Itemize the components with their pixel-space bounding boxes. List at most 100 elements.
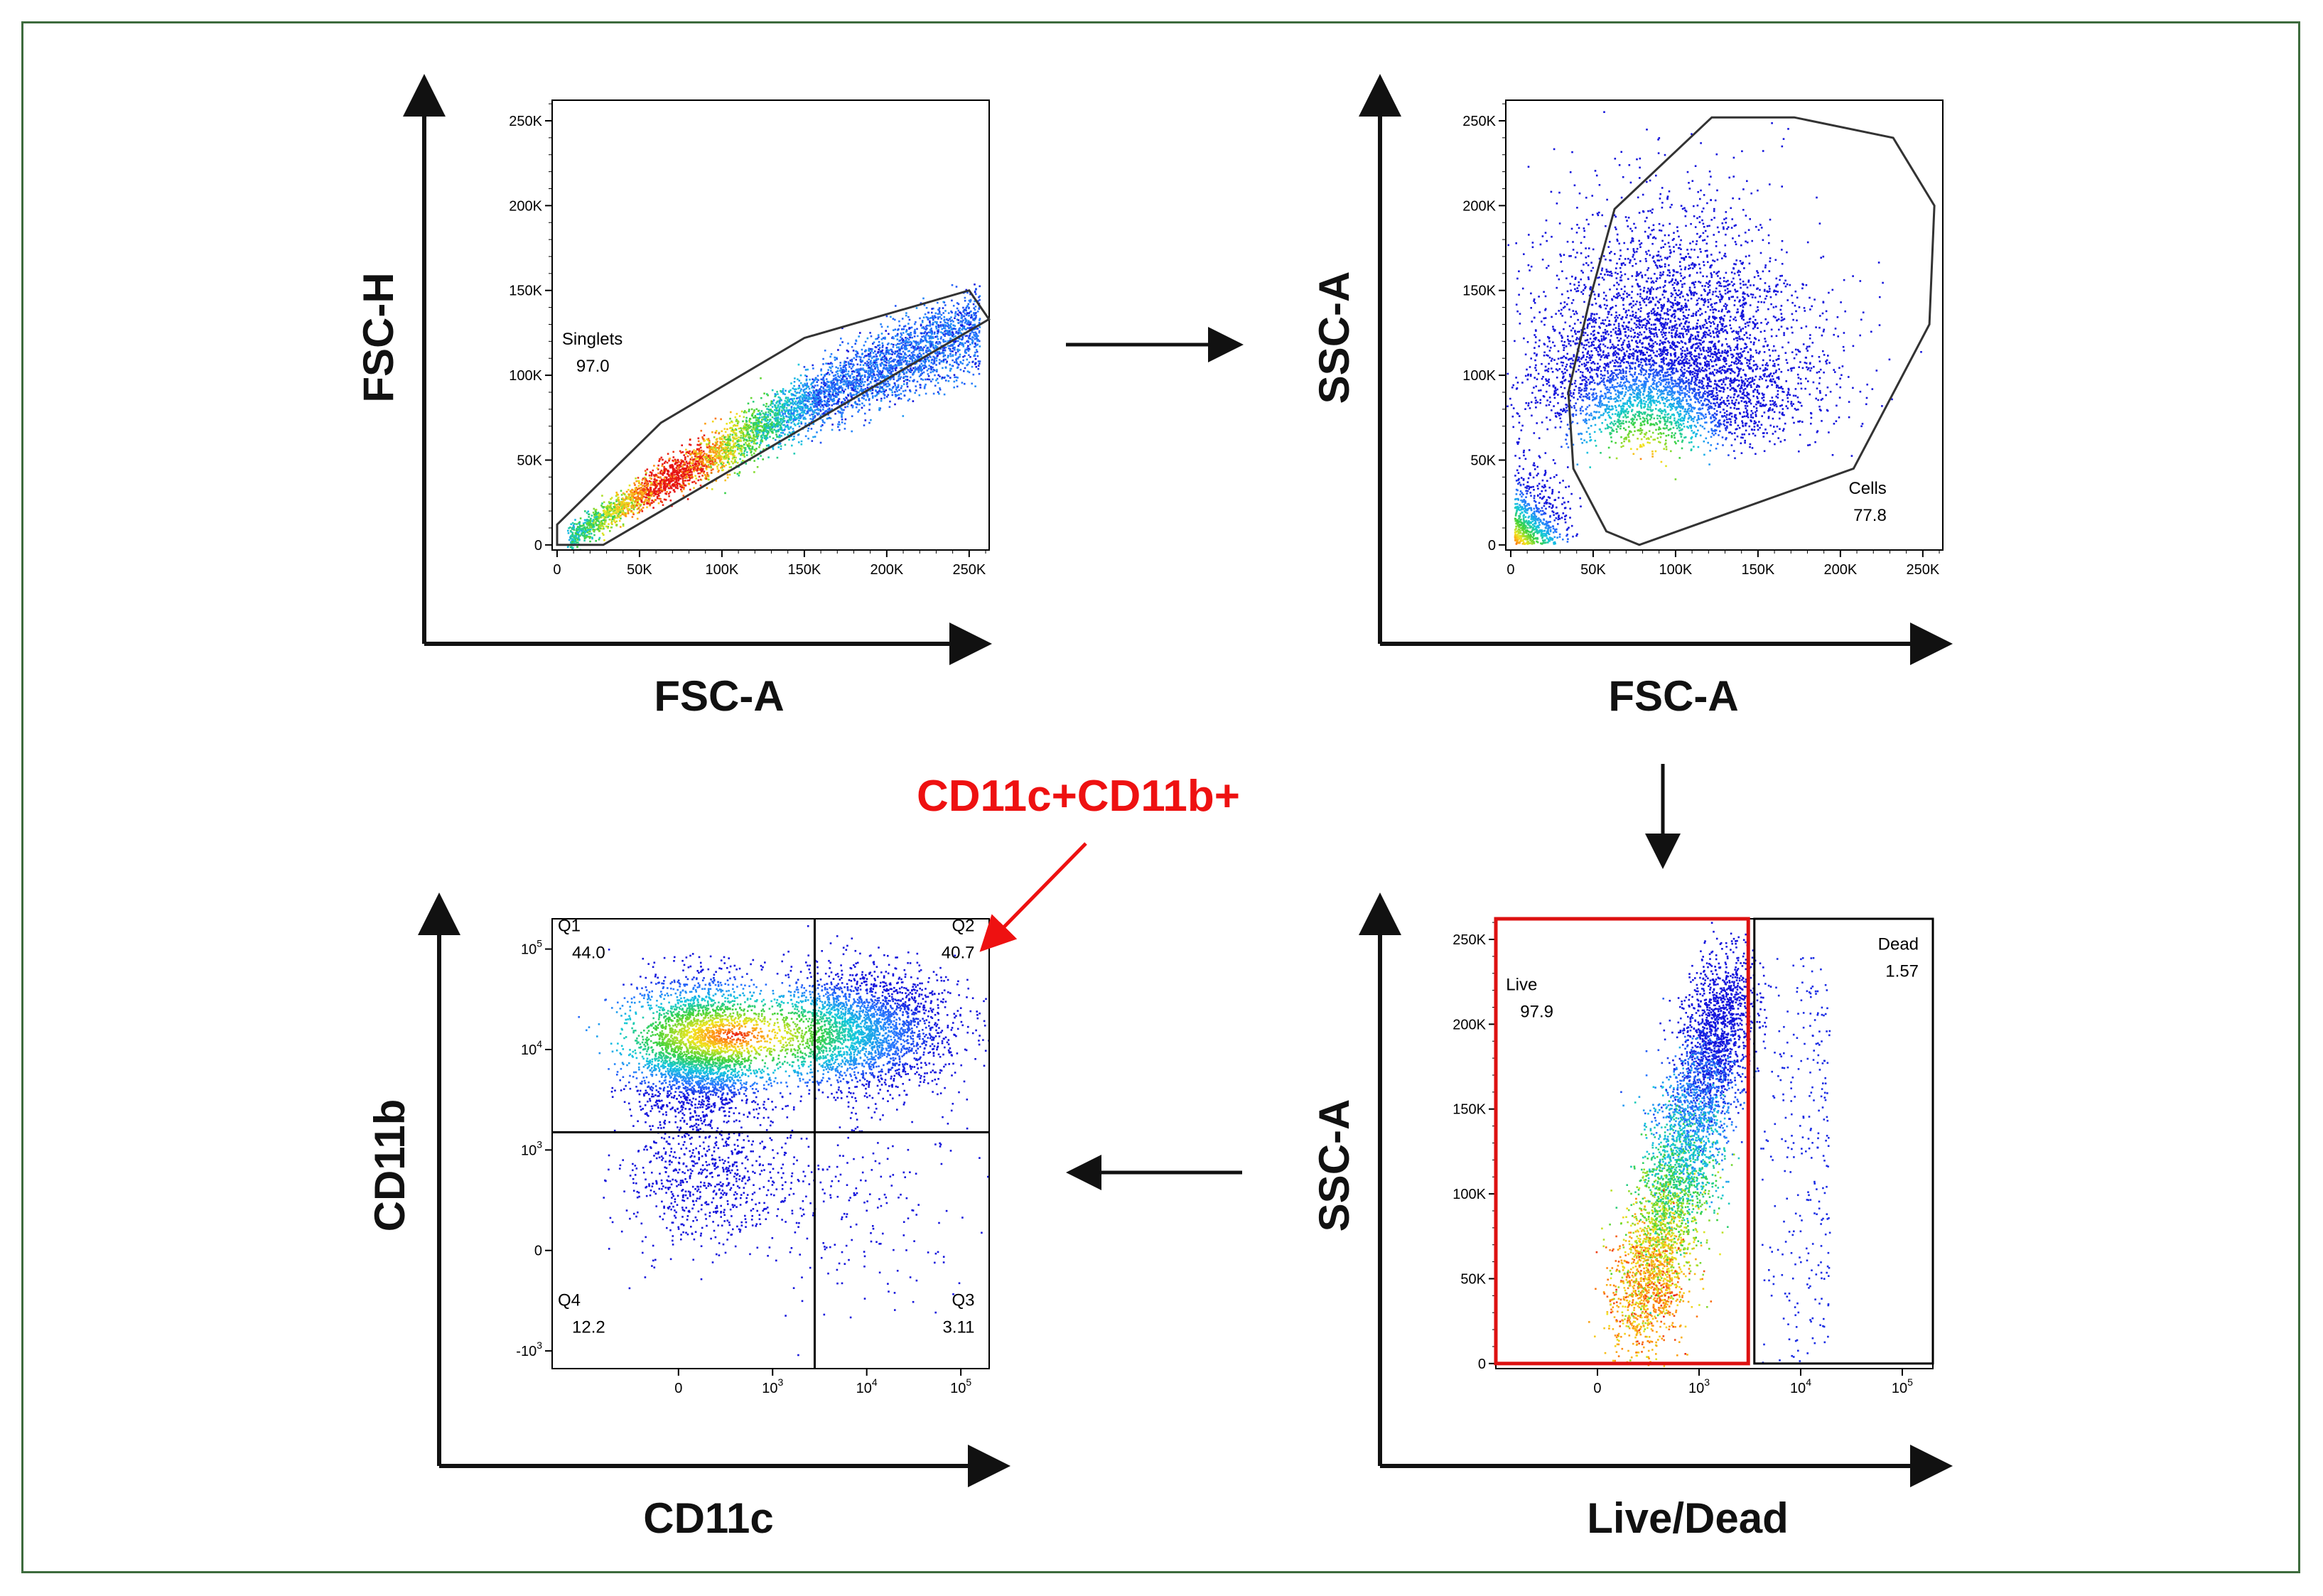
event-point bbox=[963, 370, 965, 372]
event-point bbox=[794, 394, 797, 397]
event-point bbox=[690, 466, 692, 468]
event-point bbox=[820, 399, 822, 401]
event-point bbox=[811, 409, 813, 411]
event-point bbox=[929, 335, 932, 338]
event-point bbox=[759, 444, 761, 446]
event-point bbox=[789, 389, 792, 392]
event-point bbox=[793, 381, 796, 383]
event-point bbox=[607, 526, 609, 528]
event-point bbox=[902, 360, 905, 363]
event-point bbox=[739, 439, 742, 441]
event-point bbox=[733, 455, 735, 457]
event-point bbox=[682, 460, 685, 463]
event-point bbox=[720, 467, 722, 469]
event-point bbox=[597, 524, 600, 526]
event-point bbox=[747, 425, 750, 427]
event-point bbox=[943, 334, 946, 337]
event-point bbox=[918, 360, 921, 362]
event-point bbox=[648, 480, 651, 482]
event-point bbox=[849, 377, 851, 379]
event-point bbox=[855, 358, 857, 361]
event-point bbox=[873, 341, 875, 344]
event-point bbox=[635, 491, 638, 494]
event-point bbox=[780, 406, 783, 408]
event-point bbox=[625, 490, 628, 493]
event-point bbox=[910, 355, 912, 358]
event-point bbox=[831, 392, 834, 394]
event-point bbox=[841, 414, 843, 416]
event-point bbox=[786, 404, 789, 406]
event-point bbox=[621, 512, 624, 514]
event-point bbox=[608, 514, 610, 517]
event-point bbox=[748, 409, 750, 411]
event-point bbox=[937, 353, 939, 355]
event-point bbox=[732, 446, 735, 448]
event-point bbox=[601, 505, 603, 508]
event-point bbox=[839, 428, 841, 431]
event-point bbox=[724, 492, 726, 495]
event-point bbox=[738, 453, 740, 455]
event-point bbox=[918, 350, 921, 352]
event-point bbox=[644, 500, 647, 502]
event-point bbox=[753, 409, 755, 411]
event-point bbox=[793, 397, 795, 400]
event-point bbox=[756, 442, 758, 444]
event-point bbox=[949, 333, 952, 336]
event-point bbox=[636, 508, 639, 510]
event-point bbox=[879, 350, 882, 352]
event-point bbox=[971, 336, 974, 338]
event-point bbox=[755, 419, 758, 421]
event-point bbox=[680, 460, 683, 463]
event-point bbox=[828, 407, 831, 410]
event-point bbox=[804, 374, 807, 377]
event-point bbox=[808, 400, 810, 403]
event-point bbox=[807, 427, 810, 430]
event-point bbox=[571, 538, 573, 540]
event-point bbox=[864, 388, 867, 390]
event-point bbox=[815, 403, 818, 406]
event-point bbox=[814, 415, 816, 417]
event-point bbox=[812, 382, 814, 384]
event-point bbox=[930, 345, 932, 347]
event-point bbox=[964, 355, 966, 357]
event-point bbox=[930, 343, 932, 346]
event-point bbox=[790, 382, 792, 384]
event-point bbox=[819, 389, 821, 392]
event-point bbox=[674, 485, 677, 487]
event-point bbox=[913, 335, 916, 338]
event-point bbox=[615, 512, 618, 514]
event-point bbox=[676, 470, 678, 472]
event-point bbox=[848, 363, 850, 366]
event-point bbox=[856, 350, 858, 353]
event-point bbox=[904, 369, 906, 371]
event-point bbox=[878, 340, 880, 343]
event-point bbox=[819, 409, 822, 412]
event-point bbox=[880, 399, 883, 402]
event-point bbox=[647, 485, 649, 487]
event-point bbox=[947, 333, 949, 335]
event-point bbox=[870, 366, 873, 369]
event-point bbox=[906, 379, 909, 381]
event-point bbox=[924, 358, 926, 360]
event-point bbox=[650, 502, 652, 505]
event-point bbox=[952, 359, 954, 362]
event-point bbox=[571, 534, 573, 537]
event-point bbox=[911, 369, 913, 372]
event-point bbox=[901, 371, 904, 373]
event-point bbox=[850, 384, 852, 387]
event-point bbox=[917, 335, 919, 338]
event-point bbox=[966, 312, 969, 315]
event-point bbox=[917, 347, 919, 350]
plot-singlets: 0 50K 100K 150K 200K 250K050K100K150K200K250K… bbox=[509, 99, 991, 578]
event-point bbox=[814, 403, 816, 405]
event-point bbox=[843, 399, 846, 401]
event-point bbox=[898, 360, 900, 362]
event-point bbox=[895, 355, 898, 358]
event-point bbox=[975, 349, 978, 351]
event-point bbox=[674, 469, 677, 471]
event-point bbox=[896, 354, 899, 357]
event-point bbox=[689, 470, 691, 472]
event-point bbox=[793, 410, 795, 413]
event-point bbox=[735, 432, 738, 434]
event-point bbox=[657, 488, 659, 490]
